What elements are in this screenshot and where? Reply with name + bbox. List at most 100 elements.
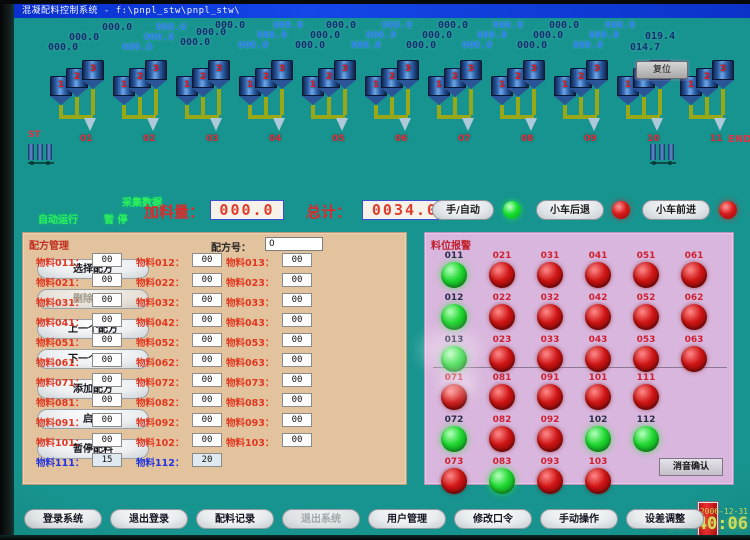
toolbar-button[interactable]: 配料记录 bbox=[196, 509, 274, 529]
silo-group[interactable]: 1 2 3 02 bbox=[113, 56, 179, 166]
material-label: 物料042： bbox=[136, 318, 185, 329]
silo-vessel[interactable]: 3 bbox=[712, 60, 734, 89]
window-title: 混凝配料控制系统 - f:\pnpl_stw\pnpl_stw\ bbox=[22, 6, 241, 16]
material-value-input[interactable]: 00 bbox=[192, 413, 222, 427]
cart-bar-indicator bbox=[28, 144, 52, 160]
silo-group[interactable]: 1 2 3 04 bbox=[239, 56, 305, 166]
silo-vessel[interactable]: 3 bbox=[460, 60, 482, 89]
toolbar-button[interactable]: 设差调整 bbox=[626, 509, 704, 529]
silo-vessel[interactable]: 3 bbox=[208, 60, 230, 89]
alarm-led-label: 043 bbox=[588, 335, 608, 345]
silo-cone bbox=[239, 96, 261, 105]
alarm-led-label: 023 bbox=[492, 335, 512, 345]
silo-group[interactable]: 1 2 3 03 bbox=[176, 56, 242, 166]
toolbar-button[interactable]: 退出登录 bbox=[110, 509, 188, 529]
material-value-input[interactable]: 00 bbox=[282, 313, 312, 327]
material-value-input[interactable]: 00 bbox=[92, 373, 122, 387]
cart-forward-button[interactable]: 小车前进 bbox=[642, 200, 710, 220]
material-label: 物料033： bbox=[226, 298, 275, 309]
material-value-input[interactable]: 20 bbox=[192, 453, 222, 467]
toolbar-button[interactable]: 用户管理 bbox=[368, 509, 446, 529]
material-value-input[interactable]: 00 bbox=[282, 273, 312, 287]
material-value-input[interactable]: 00 bbox=[282, 433, 312, 447]
silo-manifold bbox=[374, 115, 408, 119]
material-value-input[interactable]: 00 bbox=[92, 413, 122, 427]
alarm-led-label: 033 bbox=[540, 335, 560, 345]
material-value-input[interactable]: 00 bbox=[282, 293, 312, 307]
recipe-number-label: 配方号： bbox=[211, 243, 251, 254]
material-value-input[interactable]: 00 bbox=[192, 273, 222, 287]
material-value-input[interactable]: 00 bbox=[282, 413, 312, 427]
silo-cone bbox=[302, 96, 324, 105]
recipe-number-input[interactable]: 0 bbox=[265, 237, 323, 251]
silo-vessel[interactable]: 3 bbox=[586, 60, 608, 89]
material-value-input[interactable]: 00 bbox=[192, 333, 222, 347]
silo-manifold bbox=[311, 115, 345, 119]
silo-group[interactable]: 1 2 3 05 bbox=[302, 56, 368, 166]
material-value-input[interactable]: 00 bbox=[92, 393, 122, 407]
material-value-input[interactable]: 00 bbox=[282, 253, 312, 267]
silo-group[interactable]: 1 2 3 07 bbox=[428, 56, 494, 166]
material-value-input[interactable]: 00 bbox=[282, 393, 312, 407]
material-value-input[interactable]: 00 bbox=[92, 333, 122, 347]
material-value-input[interactable]: 00 bbox=[282, 353, 312, 367]
material-value-input[interactable]: 00 bbox=[92, 253, 122, 267]
material-value-input[interactable]: 00 bbox=[282, 373, 312, 387]
total-label: 总计： bbox=[306, 203, 352, 221]
end-label: END bbox=[728, 134, 750, 145]
material-value-input[interactable]: 00 bbox=[192, 253, 222, 267]
material-value-input[interactable]: 00 bbox=[192, 373, 222, 387]
material-value-input[interactable]: 00 bbox=[192, 353, 222, 367]
material-value-input[interactable]: 00 bbox=[92, 293, 122, 307]
silo-number: 3 bbox=[215, 64, 223, 74]
material-label: 物料083： bbox=[226, 398, 275, 409]
silo-vessel[interactable]: 3 bbox=[145, 60, 167, 89]
material-value-input[interactable]: 15 bbox=[92, 453, 122, 467]
silo-group-label: 06 bbox=[395, 134, 408, 144]
alarm-led-label: 083 bbox=[492, 457, 512, 467]
silo-pipe bbox=[705, 97, 709, 115]
silo-group[interactable]: 1 2 3 08 bbox=[491, 56, 557, 166]
silo-pipe bbox=[721, 89, 725, 115]
material-value-input[interactable]: 00 bbox=[192, 393, 222, 407]
silo-vessel[interactable]: 3 bbox=[523, 60, 545, 89]
material-value-input[interactable]: 00 bbox=[92, 433, 122, 447]
silo-group[interactable]: 1 2 3 06 bbox=[365, 56, 431, 166]
reset-button[interactable]: 复位 bbox=[636, 61, 688, 79]
alarm-led bbox=[537, 468, 563, 494]
material-value-input[interactable]: 00 bbox=[92, 273, 122, 287]
alarm-led-label: 011 bbox=[444, 251, 464, 261]
material-value-input[interactable]: 00 bbox=[282, 333, 312, 347]
material-value-input[interactable]: 00 bbox=[192, 313, 222, 327]
alarm-led bbox=[489, 426, 515, 452]
silo-vessel[interactable]: 3 bbox=[334, 60, 356, 89]
discharge-chute bbox=[273, 118, 285, 131]
silo-vessel[interactable]: 3 bbox=[271, 60, 293, 89]
cart-backward-button[interactable]: 小车后退 bbox=[536, 200, 604, 220]
silo-group[interactable]: 1 2 3 01 bbox=[50, 56, 116, 166]
readout-value: 000.0 bbox=[366, 30, 397, 41]
alarm-ack-button[interactable]: 消音确认 bbox=[659, 458, 723, 476]
toolbar-button[interactable]: 登录系统 bbox=[24, 509, 102, 529]
material-value-input[interactable]: 00 bbox=[192, 433, 222, 447]
silo-group[interactable]: 1 2 3 11 bbox=[680, 56, 746, 166]
manual-auto-button[interactable]: 手/自动 bbox=[432, 200, 494, 220]
alarm-led bbox=[441, 384, 467, 410]
silo-vessel[interactable]: 3 bbox=[82, 60, 104, 89]
silo-group[interactable]: 1 2 3 09 bbox=[554, 56, 620, 166]
toolbar-button[interactable]: 手动操作 bbox=[540, 509, 618, 529]
silo-manifold bbox=[689, 115, 723, 119]
material-value-input[interactable]: 00 bbox=[192, 293, 222, 307]
material-value-input[interactable]: 00 bbox=[92, 353, 122, 367]
alarm-led bbox=[681, 262, 707, 288]
toolbar-button[interactable]: 修改口令 bbox=[454, 509, 532, 529]
alarm-led-label: 032 bbox=[540, 293, 560, 303]
alarm-led-label: 021 bbox=[492, 251, 512, 261]
silo-number: 2 bbox=[73, 72, 81, 82]
pause-label: 暂 停 bbox=[104, 215, 128, 226]
alarm-led-label: 012 bbox=[444, 293, 464, 303]
material-value-input[interactable]: 00 bbox=[92, 313, 122, 327]
silo-pipe bbox=[280, 89, 284, 115]
silo-number: 3 bbox=[89, 64, 97, 74]
silo-vessel[interactable]: 3 bbox=[397, 60, 419, 89]
